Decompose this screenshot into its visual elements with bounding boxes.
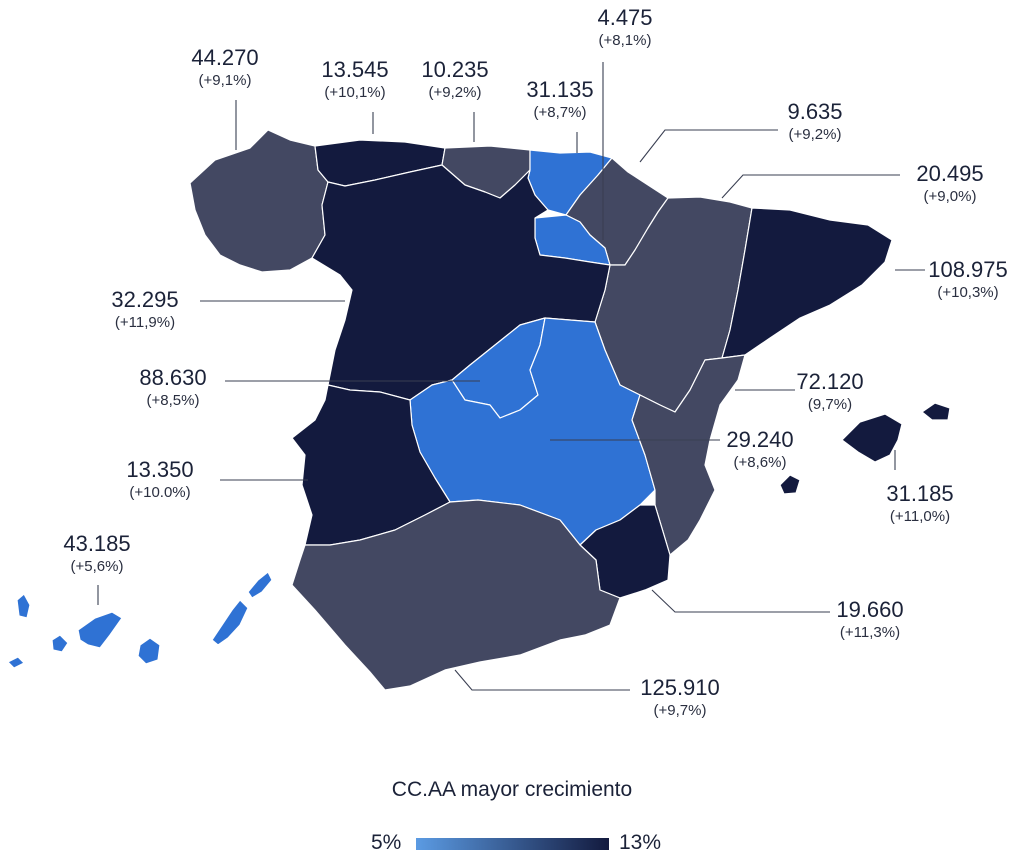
value-cataluna: 108.975 <box>928 257 1008 282</box>
label-la-rioja: 4.475 (+8,1%) <box>570 5 680 50</box>
region-castilla-leon[interactable] <box>311 164 611 401</box>
value-asturias: 13.545 <box>321 57 389 82</box>
change-la-rioja: (+8,1%) <box>598 32 652 50</box>
label-madrid: 88.630 (+8,5%) <box>118 365 228 410</box>
label-pais-vasco: 31.135 (+8,7%) <box>505 77 615 122</box>
label-asturias: 13.545 (+10,1%) <box>300 57 410 102</box>
value-madrid: 88.630 <box>139 365 207 390</box>
change-baleares: (+11,0%) <box>889 508 951 526</box>
change-cataluna: (+10,3%) <box>937 284 999 302</box>
value-galicia: 44.270 <box>191 45 259 70</box>
region-canarias-hierro[interactable] <box>7 656 25 669</box>
region-andalucia[interactable] <box>291 499 621 691</box>
region-canarias-lanzarote[interactable] <box>247 571 273 599</box>
region-canarias-tenerife[interactable] <box>77 611 123 649</box>
region-baleares-mallorca[interactable] <box>841 413 903 463</box>
value-andalucia: 125.910 <box>640 675 720 700</box>
region-canarias-lapalma[interactable] <box>16 593 31 619</box>
label-canarias: 43.185 (+5,6%) <box>42 531 152 576</box>
label-galicia: 44.270 (+9,1%) <box>170 45 280 90</box>
label-cataluna: 108.975 (+10,3%) <box>912 257 1024 302</box>
value-la-rioja: 4.475 <box>597 5 653 30</box>
label-valencia: 72.120 (9,7%) <box>775 369 885 414</box>
change-castilla-mancha: (+8,6%) <box>733 454 787 472</box>
leader-aragon <box>721 174 900 199</box>
region-canarias-fuerteventura[interactable] <box>211 599 249 646</box>
label-aragon: 20.495 (+9,0%) <box>895 161 1005 206</box>
label-extremadura: 13.350 (+10.0%) <box>105 457 215 502</box>
change-cantabria: (+9,2%) <box>428 84 482 102</box>
change-castilla-leon: (+11,9%) <box>114 314 176 332</box>
change-canarias: (+5,6%) <box>70 558 124 576</box>
value-canarias: 43.185 <box>63 531 131 556</box>
label-baleares: 31.185 (+11,0%) <box>865 481 975 526</box>
value-murcia: 19.660 <box>836 597 904 622</box>
change-asturias: (+10,1%) <box>324 84 386 102</box>
region-canarias-grancanaria[interactable] <box>137 637 161 665</box>
label-navarra: 9.635 (+9,2%) <box>760 99 870 144</box>
legend-max-label: 13% <box>619 831 662 854</box>
legend-gradient-bar <box>416 838 609 850</box>
change-extremadura: (+10.0%) <box>129 484 191 502</box>
change-murcia: (+11,3%) <box>839 624 901 642</box>
change-andalucia: (+9,7%) <box>653 702 707 720</box>
value-pais-vasco: 31.135 <box>526 77 594 102</box>
value-valencia: 72.120 <box>796 369 864 394</box>
value-castilla-leon: 32.295 <box>111 287 179 312</box>
change-madrid: (+8,5%) <box>146 392 200 410</box>
label-murcia: 19.660 (+11,3%) <box>815 597 925 642</box>
label-andalucia: 125.910 (+9,7%) <box>620 675 740 720</box>
region-baleares-menorca[interactable] <box>921 402 951 421</box>
label-cantabria: 10.235 (+9,2%) <box>400 57 510 102</box>
change-aragon: (+9,0%) <box>923 188 977 206</box>
value-cantabria: 10.235 <box>421 57 489 82</box>
value-navarra: 9.635 <box>787 99 843 124</box>
leader-andalucia <box>454 669 630 691</box>
value-extremadura: 13.350 <box>126 457 194 482</box>
change-galicia: (+9,1%) <box>198 72 252 90</box>
leader-navarra <box>639 129 778 163</box>
region-canarias-gomera[interactable] <box>51 634 69 653</box>
leader-murcia <box>651 589 830 613</box>
value-aragon: 20.495 <box>916 161 984 186</box>
label-castilla-leon: 32.295 (+11,9%) <box>90 287 200 332</box>
region-galicia[interactable] <box>189 129 329 273</box>
legend-min-label: 5% <box>371 831 402 854</box>
value-baleares: 31.185 <box>886 481 954 506</box>
change-navarra: (+9,2%) <box>788 126 842 144</box>
value-castilla-mancha: 29.240 <box>726 427 794 452</box>
region-cataluna[interactable] <box>721 207 893 359</box>
change-valencia: (9,7%) <box>807 396 853 414</box>
leader-lines <box>97 62 925 691</box>
label-castilla-mancha: 29.240 (+8,6%) <box>705 427 815 472</box>
legend-title: CC.AA mayor crecimiento <box>391 778 633 801</box>
region-baleares-ibiza[interactable] <box>779 474 801 495</box>
change-pais-vasco: (+8,7%) <box>533 104 587 122</box>
